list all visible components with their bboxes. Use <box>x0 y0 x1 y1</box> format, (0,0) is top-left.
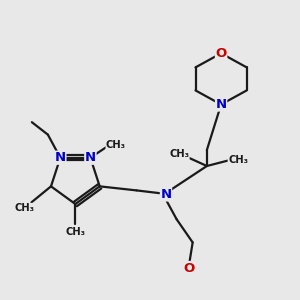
Text: N: N <box>55 151 66 164</box>
Text: O: O <box>184 262 195 275</box>
Text: CH₃: CH₃ <box>169 149 189 159</box>
Text: N: N <box>215 98 227 111</box>
Text: O: O <box>215 47 227 60</box>
Text: N: N <box>160 188 172 201</box>
Text: CH₃: CH₃ <box>228 154 248 165</box>
Text: N: N <box>85 151 96 164</box>
Text: CH₃: CH₃ <box>65 227 85 238</box>
Text: CH₃: CH₃ <box>106 140 126 150</box>
Text: CH₃: CH₃ <box>14 203 34 213</box>
